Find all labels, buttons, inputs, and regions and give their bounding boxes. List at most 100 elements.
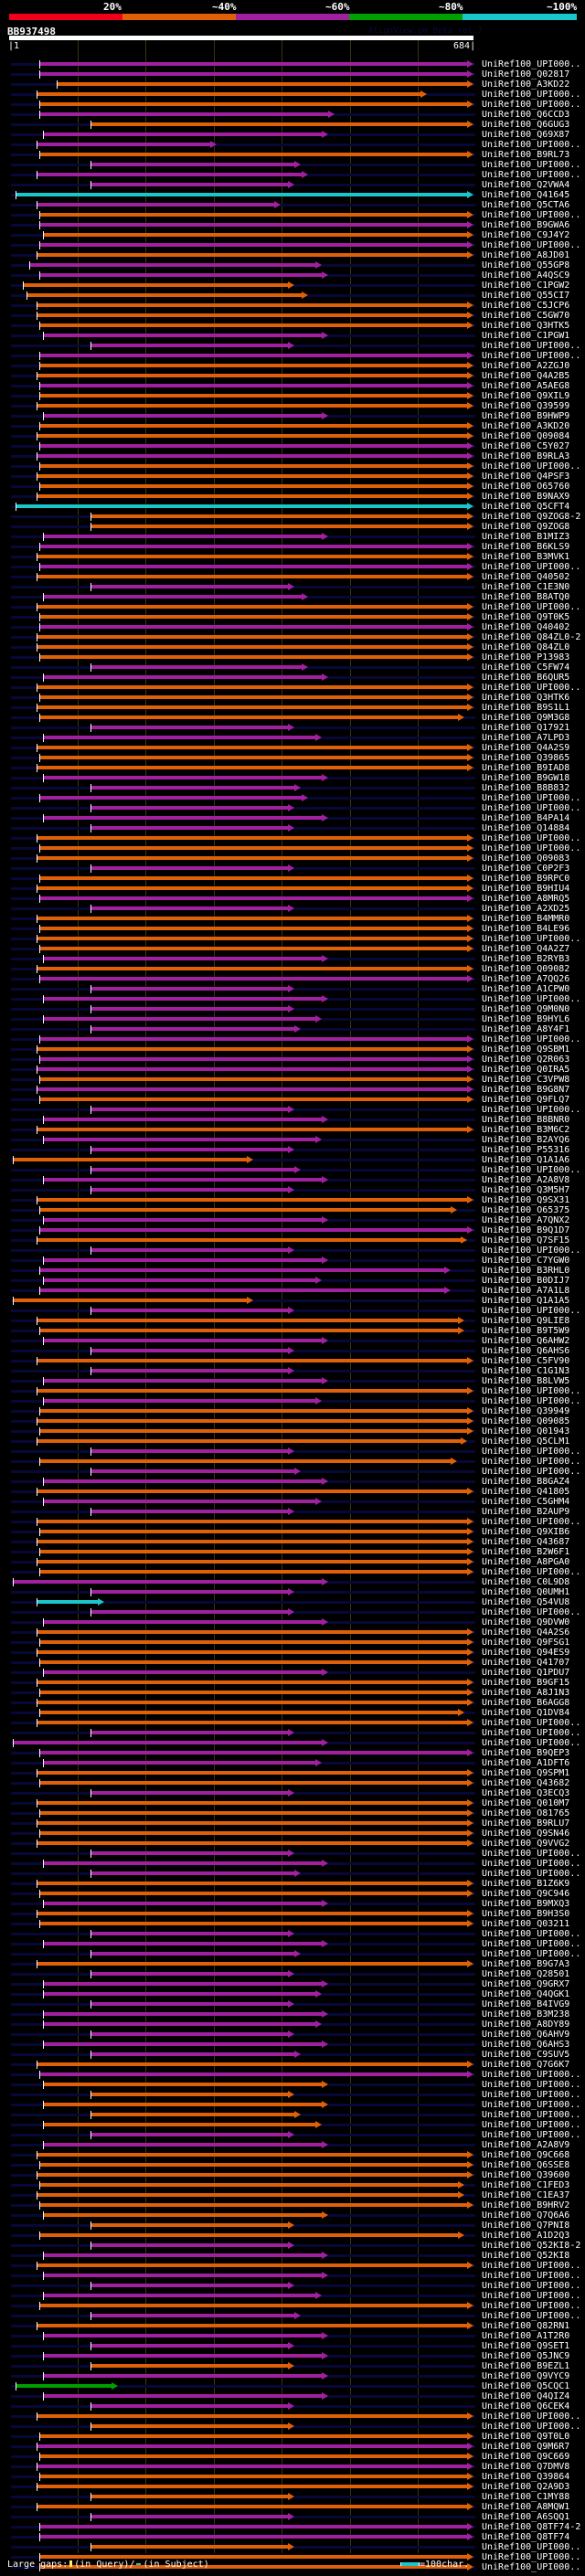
hit-row[interactable]: UniRef100_B9NAX9 bbox=[0, 492, 585, 502]
hit-row[interactable]: UniRef100_A2XD25 bbox=[0, 904, 585, 914]
hit-row[interactable]: UniRef100_UPI000.. bbox=[0, 1607, 585, 1617]
hit-row[interactable]: UniRef100_Q7Q6A6 bbox=[0, 2210, 585, 2221]
hit-label[interactable]: UniRef100_UPI000.. bbox=[482, 1849, 581, 1859]
hit-row[interactable]: UniRef100_Q3M5H7 bbox=[0, 1185, 585, 1195]
hit-row[interactable]: UniRef100_UPI000.. bbox=[0, 1859, 585, 1869]
hit-bar[interactable] bbox=[43, 2103, 324, 2106]
hit-row[interactable]: UniRef100_Q14884 bbox=[0, 823, 585, 833]
hit-bar[interactable] bbox=[43, 2274, 324, 2277]
hit-bar[interactable] bbox=[39, 72, 468, 76]
hit-bar[interactable] bbox=[43, 997, 324, 1001]
hit-row[interactable]: UniRef100_B3M238 bbox=[0, 2009, 585, 2019]
hit-label[interactable]: UniRef100_C5FV90 bbox=[482, 1356, 570, 1366]
hit-label[interactable]: UniRef100_B9HYL6 bbox=[482, 1014, 570, 1024]
hit-row[interactable]: UniRef100_Q6CEK4 bbox=[0, 2401, 585, 2412]
hit-label[interactable]: UniRef100_A6SQQ1 bbox=[482, 2512, 570, 2522]
hit-label[interactable]: UniRef100_Q5CLM1 bbox=[482, 1436, 570, 1447]
hit-bar[interactable] bbox=[90, 2113, 296, 2116]
hit-row[interactable]: UniRef100_Q1PDU7 bbox=[0, 1668, 585, 1678]
hit-row[interactable]: UniRef100_Q82RN1 bbox=[0, 2321, 585, 2331]
hit-label[interactable]: UniRef100_UPI000.. bbox=[482, 1165, 581, 1175]
hit-row[interactable]: UniRef100_Q2A9D3 bbox=[0, 2482, 585, 2492]
hit-bar[interactable] bbox=[43, 1761, 316, 1765]
hit-label[interactable]: UniRef100_UPI000.. bbox=[482, 461, 581, 472]
hit-bar[interactable] bbox=[90, 1309, 289, 1312]
hit-row[interactable]: UniRef100_UPI000.. bbox=[0, 1849, 585, 1859]
hit-bar[interactable] bbox=[43, 1218, 324, 1222]
hit-label[interactable]: UniRef100_C0P2F3 bbox=[482, 864, 570, 874]
hit-row[interactable]: UniRef100_UPI000.. bbox=[0, 934, 585, 944]
hit-label[interactable]: UniRef100_B1Z6K9 bbox=[482, 1879, 570, 1889]
hit-label[interactable]: UniRef100_B3M6C2 bbox=[482, 1125, 570, 1135]
hit-bar[interactable] bbox=[39, 2183, 459, 2187]
hit-label[interactable]: UniRef100_B4MMR0 bbox=[482, 914, 570, 924]
hit-bar[interactable] bbox=[43, 1620, 324, 1624]
hit-row[interactable]: UniRef100_Q4A2S6 bbox=[0, 1627, 585, 1638]
hit-row[interactable]: UniRef100_Q3HTK6 bbox=[0, 693, 585, 703]
hit-label[interactable]: UniRef100_A1T2R0 bbox=[482, 2331, 570, 2341]
hit-bar[interactable] bbox=[39, 2233, 459, 2237]
hit-bar[interactable] bbox=[36, 1962, 468, 1966]
hit-bar[interactable] bbox=[39, 796, 303, 800]
hit-row[interactable]: UniRef100_B9G7A3 bbox=[0, 1959, 585, 1969]
hit-bar[interactable] bbox=[39, 927, 468, 930]
hit-label[interactable]: UniRef100_Q9LIE8 bbox=[482, 1316, 570, 1326]
hit-label[interactable]: UniRef100_Q6AHS3 bbox=[482, 2040, 570, 2050]
hit-label[interactable]: UniRef100_B9RPC0 bbox=[482, 874, 570, 884]
hit-row[interactable]: UniRef100_UPI000.. bbox=[0, 59, 585, 69]
hit-bar[interactable] bbox=[43, 133, 324, 136]
hit-label[interactable]: UniRef100_UPI000.. bbox=[482, 1929, 581, 1939]
hit-label[interactable]: UniRef100_UPI000.. bbox=[482, 59, 581, 69]
hit-bar[interactable] bbox=[39, 1097, 468, 1101]
hit-row[interactable]: UniRef100_B9RPC0 bbox=[0, 874, 585, 884]
hit-row[interactable]: UniRef100_UPI000.. bbox=[0, 2552, 585, 2562]
hit-bar[interactable] bbox=[36, 1047, 468, 1051]
hit-row[interactable]: UniRef100_Q9GRX7 bbox=[0, 1979, 585, 1989]
hit-label[interactable]: UniRef100_Q9SET1 bbox=[482, 2341, 570, 2351]
hit-row[interactable]: UniRef100_UPI000.. bbox=[0, 1738, 585, 1748]
hit-row[interactable]: UniRef100_Q09084 bbox=[0, 431, 585, 441]
hit-bar[interactable] bbox=[39, 2163, 468, 2167]
hit-row[interactable]: UniRef100_C9J4Y2 bbox=[0, 230, 585, 240]
hit-label[interactable]: UniRef100_Q4QGK1 bbox=[482, 1989, 570, 1999]
hit-bar[interactable] bbox=[90, 2002, 289, 2006]
hit-row[interactable]: UniRef100_UPI000.. bbox=[0, 803, 585, 813]
hit-label[interactable]: UniRef100_C9J4Y2 bbox=[482, 230, 570, 240]
hit-bar[interactable] bbox=[90, 2093, 289, 2096]
hit-label[interactable]: UniRef100_Q14884 bbox=[482, 823, 570, 833]
hit-row[interactable]: UniRef100_Q9DVW0 bbox=[0, 1617, 585, 1627]
hit-bar[interactable] bbox=[36, 1067, 468, 1071]
hit-bar[interactable] bbox=[90, 2133, 289, 2136]
hit-row[interactable]: UniRef100_A8MRQ5 bbox=[0, 894, 585, 904]
hit-label[interactable]: UniRef100_B9HIU4 bbox=[482, 884, 570, 894]
hit-label[interactable]: UniRef100_A1D2Q3 bbox=[482, 2231, 570, 2241]
hit-label[interactable]: UniRef100_UPI000.. bbox=[482, 2281, 581, 2291]
hit-label[interactable]: UniRef100_A4QSC9 bbox=[482, 270, 570, 281]
hit-bar[interactable] bbox=[36, 836, 468, 840]
hit-bar[interactable] bbox=[43, 233, 468, 237]
hit-label[interactable]: UniRef100_B1MIZ3 bbox=[482, 532, 570, 542]
hit-label[interactable]: UniRef100_UPI000.. bbox=[482, 1738, 581, 1748]
hit-label[interactable]: UniRef100_UPI000.. bbox=[482, 602, 581, 612]
hit-label[interactable]: UniRef100_Q7SF15 bbox=[482, 1235, 570, 1246]
hit-label[interactable]: UniRef100_Q4A2S9 bbox=[482, 743, 570, 753]
hit-label[interactable]: UniRef100_Q6CCD3 bbox=[482, 110, 570, 120]
hit-label[interactable]: UniRef100_A7QNX2 bbox=[482, 1215, 570, 1225]
hit-label[interactable]: UniRef100_Q43682 bbox=[482, 1778, 570, 1788]
hit-bar[interactable] bbox=[39, 2454, 468, 2458]
hit-label[interactable]: UniRef100_B9HRV2 bbox=[482, 2200, 570, 2210]
hit-row[interactable]: UniRef100_UPI000.. bbox=[0, 683, 585, 693]
hit-bar[interactable] bbox=[39, 977, 468, 981]
hit-row[interactable]: UniRef100_A3KD20 bbox=[0, 421, 585, 431]
hit-bar[interactable] bbox=[39, 1892, 468, 1895]
hit-bar[interactable] bbox=[36, 1238, 463, 1242]
hit-label[interactable]: UniRef100_Q28501 bbox=[482, 1969, 570, 1979]
hit-label[interactable]: UniRef100_Q82RN1 bbox=[482, 2321, 570, 2331]
hit-row[interactable]: UniRef100_Q9XIL9 bbox=[0, 391, 585, 401]
hit-row[interactable]: UniRef100_UPI000.. bbox=[0, 2562, 585, 2572]
hit-bar[interactable] bbox=[90, 1168, 296, 1171]
hit-bar[interactable] bbox=[39, 1530, 468, 1533]
hit-row[interactable]: UniRef100_UPI000.. bbox=[0, 1869, 585, 1879]
hit-row[interactable]: UniRef100_UPI000.. bbox=[0, 2271, 585, 2281]
hit-bar[interactable] bbox=[43, 2394, 324, 2398]
